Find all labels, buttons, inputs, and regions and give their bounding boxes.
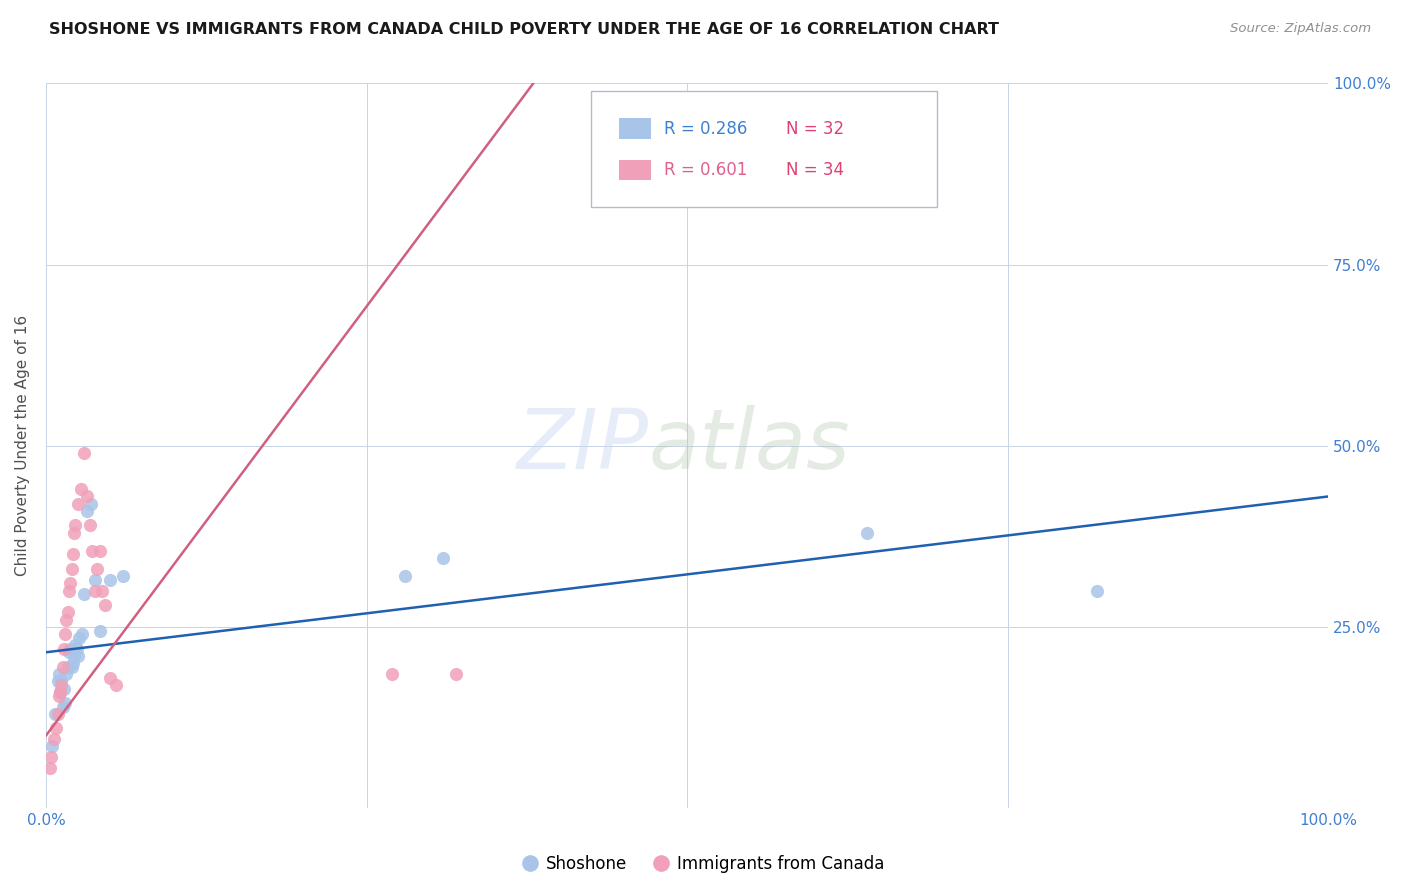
Point xyxy=(82,544,104,558)
Point xyxy=(86,562,108,576)
Point xyxy=(63,648,86,663)
Point xyxy=(44,706,66,721)
Point xyxy=(62,548,84,562)
Point xyxy=(38,761,60,775)
Point xyxy=(56,606,79,620)
Point xyxy=(60,660,83,674)
Point xyxy=(52,660,75,674)
Text: Source: ZipAtlas.com: Source: ZipAtlas.com xyxy=(1230,22,1371,36)
Point xyxy=(48,689,70,703)
Point xyxy=(446,667,468,681)
Point xyxy=(49,685,72,699)
Point xyxy=(62,656,84,670)
Point xyxy=(73,587,96,601)
Text: ZIP: ZIP xyxy=(516,405,648,486)
Text: SHOSHONE VS IMMIGRANTS FROM CANADA CHILD POVERTY UNDER THE AGE OF 16 CORRELATION: SHOSHONE VS IMMIGRANTS FROM CANADA CHILD… xyxy=(49,22,1000,37)
Point xyxy=(70,627,93,641)
Point xyxy=(76,504,98,518)
Legend: Shoshone, Immigrants from Canada: Shoshone, Immigrants from Canada xyxy=(515,848,891,880)
Point xyxy=(80,497,103,511)
Point xyxy=(63,525,86,540)
Point xyxy=(66,648,89,663)
Point xyxy=(58,583,80,598)
Point xyxy=(1085,583,1108,598)
Text: R = 0.601: R = 0.601 xyxy=(664,161,748,179)
Point xyxy=(45,722,67,736)
Point xyxy=(98,671,121,685)
Point xyxy=(89,624,111,638)
Point xyxy=(49,685,72,699)
Point xyxy=(94,598,117,612)
Point xyxy=(381,667,404,681)
Point xyxy=(79,518,101,533)
Point xyxy=(48,667,70,681)
Point xyxy=(60,562,83,576)
FancyBboxPatch shape xyxy=(591,91,936,207)
Point xyxy=(52,681,75,696)
Point xyxy=(53,696,76,710)
Point xyxy=(66,497,89,511)
Point xyxy=(39,750,62,764)
Point xyxy=(42,732,65,747)
Text: N = 32: N = 32 xyxy=(786,120,844,138)
Point xyxy=(65,638,87,652)
Point xyxy=(52,699,75,714)
Text: R = 0.286: R = 0.286 xyxy=(664,120,748,138)
Point xyxy=(59,576,82,591)
Point xyxy=(46,706,69,721)
Point xyxy=(51,674,73,689)
Point xyxy=(855,525,877,540)
Text: N = 34: N = 34 xyxy=(786,161,844,179)
Bar xyxy=(619,160,651,180)
Text: atlas: atlas xyxy=(648,405,851,486)
Point xyxy=(67,631,90,645)
Point xyxy=(55,667,77,681)
Point xyxy=(46,674,69,689)
Point xyxy=(58,645,80,659)
Point xyxy=(89,544,111,558)
Point xyxy=(41,739,63,754)
Point xyxy=(53,627,76,641)
Point xyxy=(76,490,98,504)
Point xyxy=(52,641,75,656)
Point xyxy=(105,678,128,692)
Point xyxy=(83,573,105,587)
Bar xyxy=(619,119,651,138)
Point xyxy=(83,583,105,598)
Point xyxy=(69,482,91,496)
Point xyxy=(98,573,121,587)
Point xyxy=(111,569,134,583)
Point xyxy=(65,518,87,533)
Point xyxy=(59,641,82,656)
Point xyxy=(394,569,416,583)
Point xyxy=(55,613,77,627)
Point xyxy=(51,678,73,692)
Point xyxy=(91,583,114,598)
Point xyxy=(73,446,96,460)
Y-axis label: Child Poverty Under the Age of 16: Child Poverty Under the Age of 16 xyxy=(15,315,30,576)
Point xyxy=(432,551,454,566)
Point xyxy=(66,641,89,656)
Point xyxy=(56,660,79,674)
